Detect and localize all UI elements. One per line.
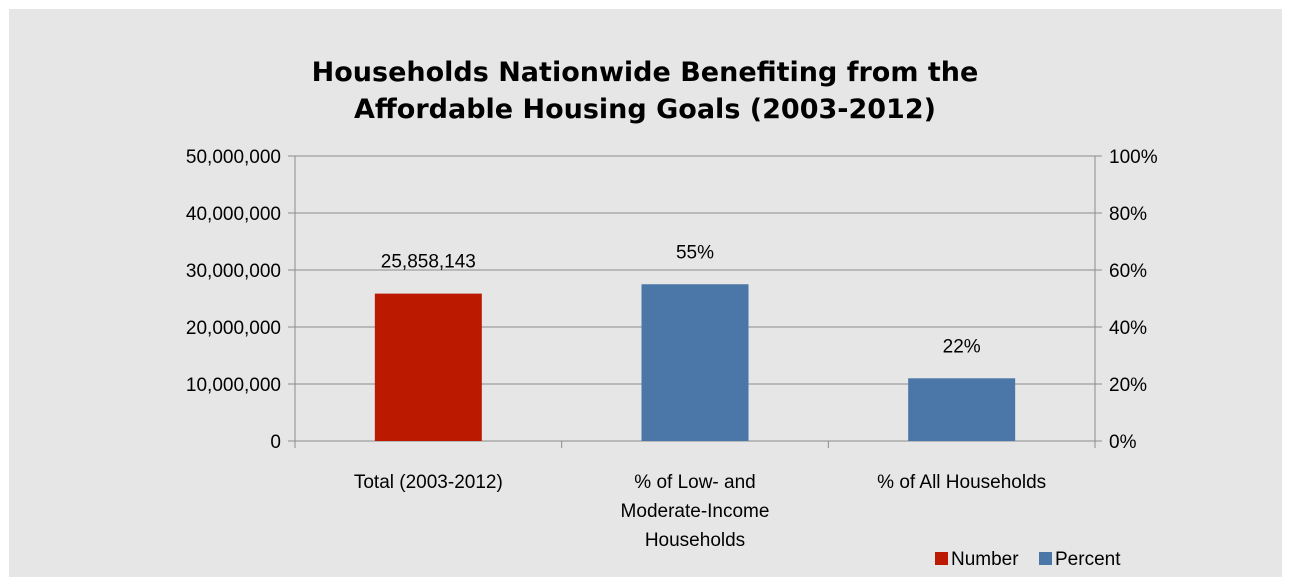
bar-chart: Households Nationwide Benefiting from th… (186, 57, 1158, 570)
left-axis-tick-label: 0 (270, 432, 281, 453)
left-axis-tick-labels: 0 10,000,000 20,000,000 30,000,000 40,000,00… (186, 147, 281, 453)
legend-label: Number (951, 549, 1019, 570)
left-axis-tick-label: 10,000,000 (186, 375, 281, 396)
category-label: % of Low- and (634, 472, 755, 493)
bar-percent (641, 284, 749, 441)
bar-number (374, 293, 482, 441)
chart-title-line: Households Nationwide Benefiting from th… (312, 57, 979, 88)
legend-swatch-number (935, 552, 948, 565)
data-label: 55% (676, 242, 714, 263)
category-label: Total (2003-2012) (354, 472, 503, 493)
left-axis-tick-label: 20,000,000 (186, 318, 281, 339)
right-axis-tick-label: 40% (1109, 318, 1147, 339)
right-axis-tick-label: 100% (1109, 147, 1158, 168)
legend: Number Percent (935, 549, 1121, 570)
category-labels: Total (2003-2012) % of Low- and Moderate-I… (354, 472, 1046, 551)
legend-label: Percent (1055, 549, 1121, 570)
right-axis-tick-label: 20% (1109, 375, 1147, 396)
data-labels: 25,858,143 55% 22% (381, 242, 981, 357)
chart-frame: Households Nationwide Benefiting from th… (9, 9, 1282, 577)
bars (374, 284, 1016, 441)
chart-title: Households Nationwide Benefiting from th… (312, 57, 979, 125)
legend-swatch-percent (1039, 552, 1052, 565)
category-label: % of All Households (877, 472, 1046, 493)
chart-title-line: Affordable Housing Goals (2003-2012) (354, 94, 936, 125)
category-label: Households (645, 530, 745, 551)
left-axis-tick-label: 30,000,000 (186, 261, 281, 282)
data-label: 25,858,143 (381, 252, 476, 273)
right-axis-tick-label: 80% (1109, 204, 1147, 225)
category-label: Moderate-Income (621, 501, 770, 522)
right-axis-tick-label: 60% (1109, 261, 1147, 282)
right-axis-tick-label: 0% (1109, 432, 1137, 453)
left-axis-tick-label: 50,000,000 (186, 147, 281, 168)
right-axis-tick-labels: 0% 20% 40% 60% 80% 100% (1109, 147, 1158, 453)
bar-percent (908, 378, 1016, 441)
data-label: 22% (943, 336, 981, 357)
left-axis-tick-label: 40,000,000 (186, 204, 281, 225)
